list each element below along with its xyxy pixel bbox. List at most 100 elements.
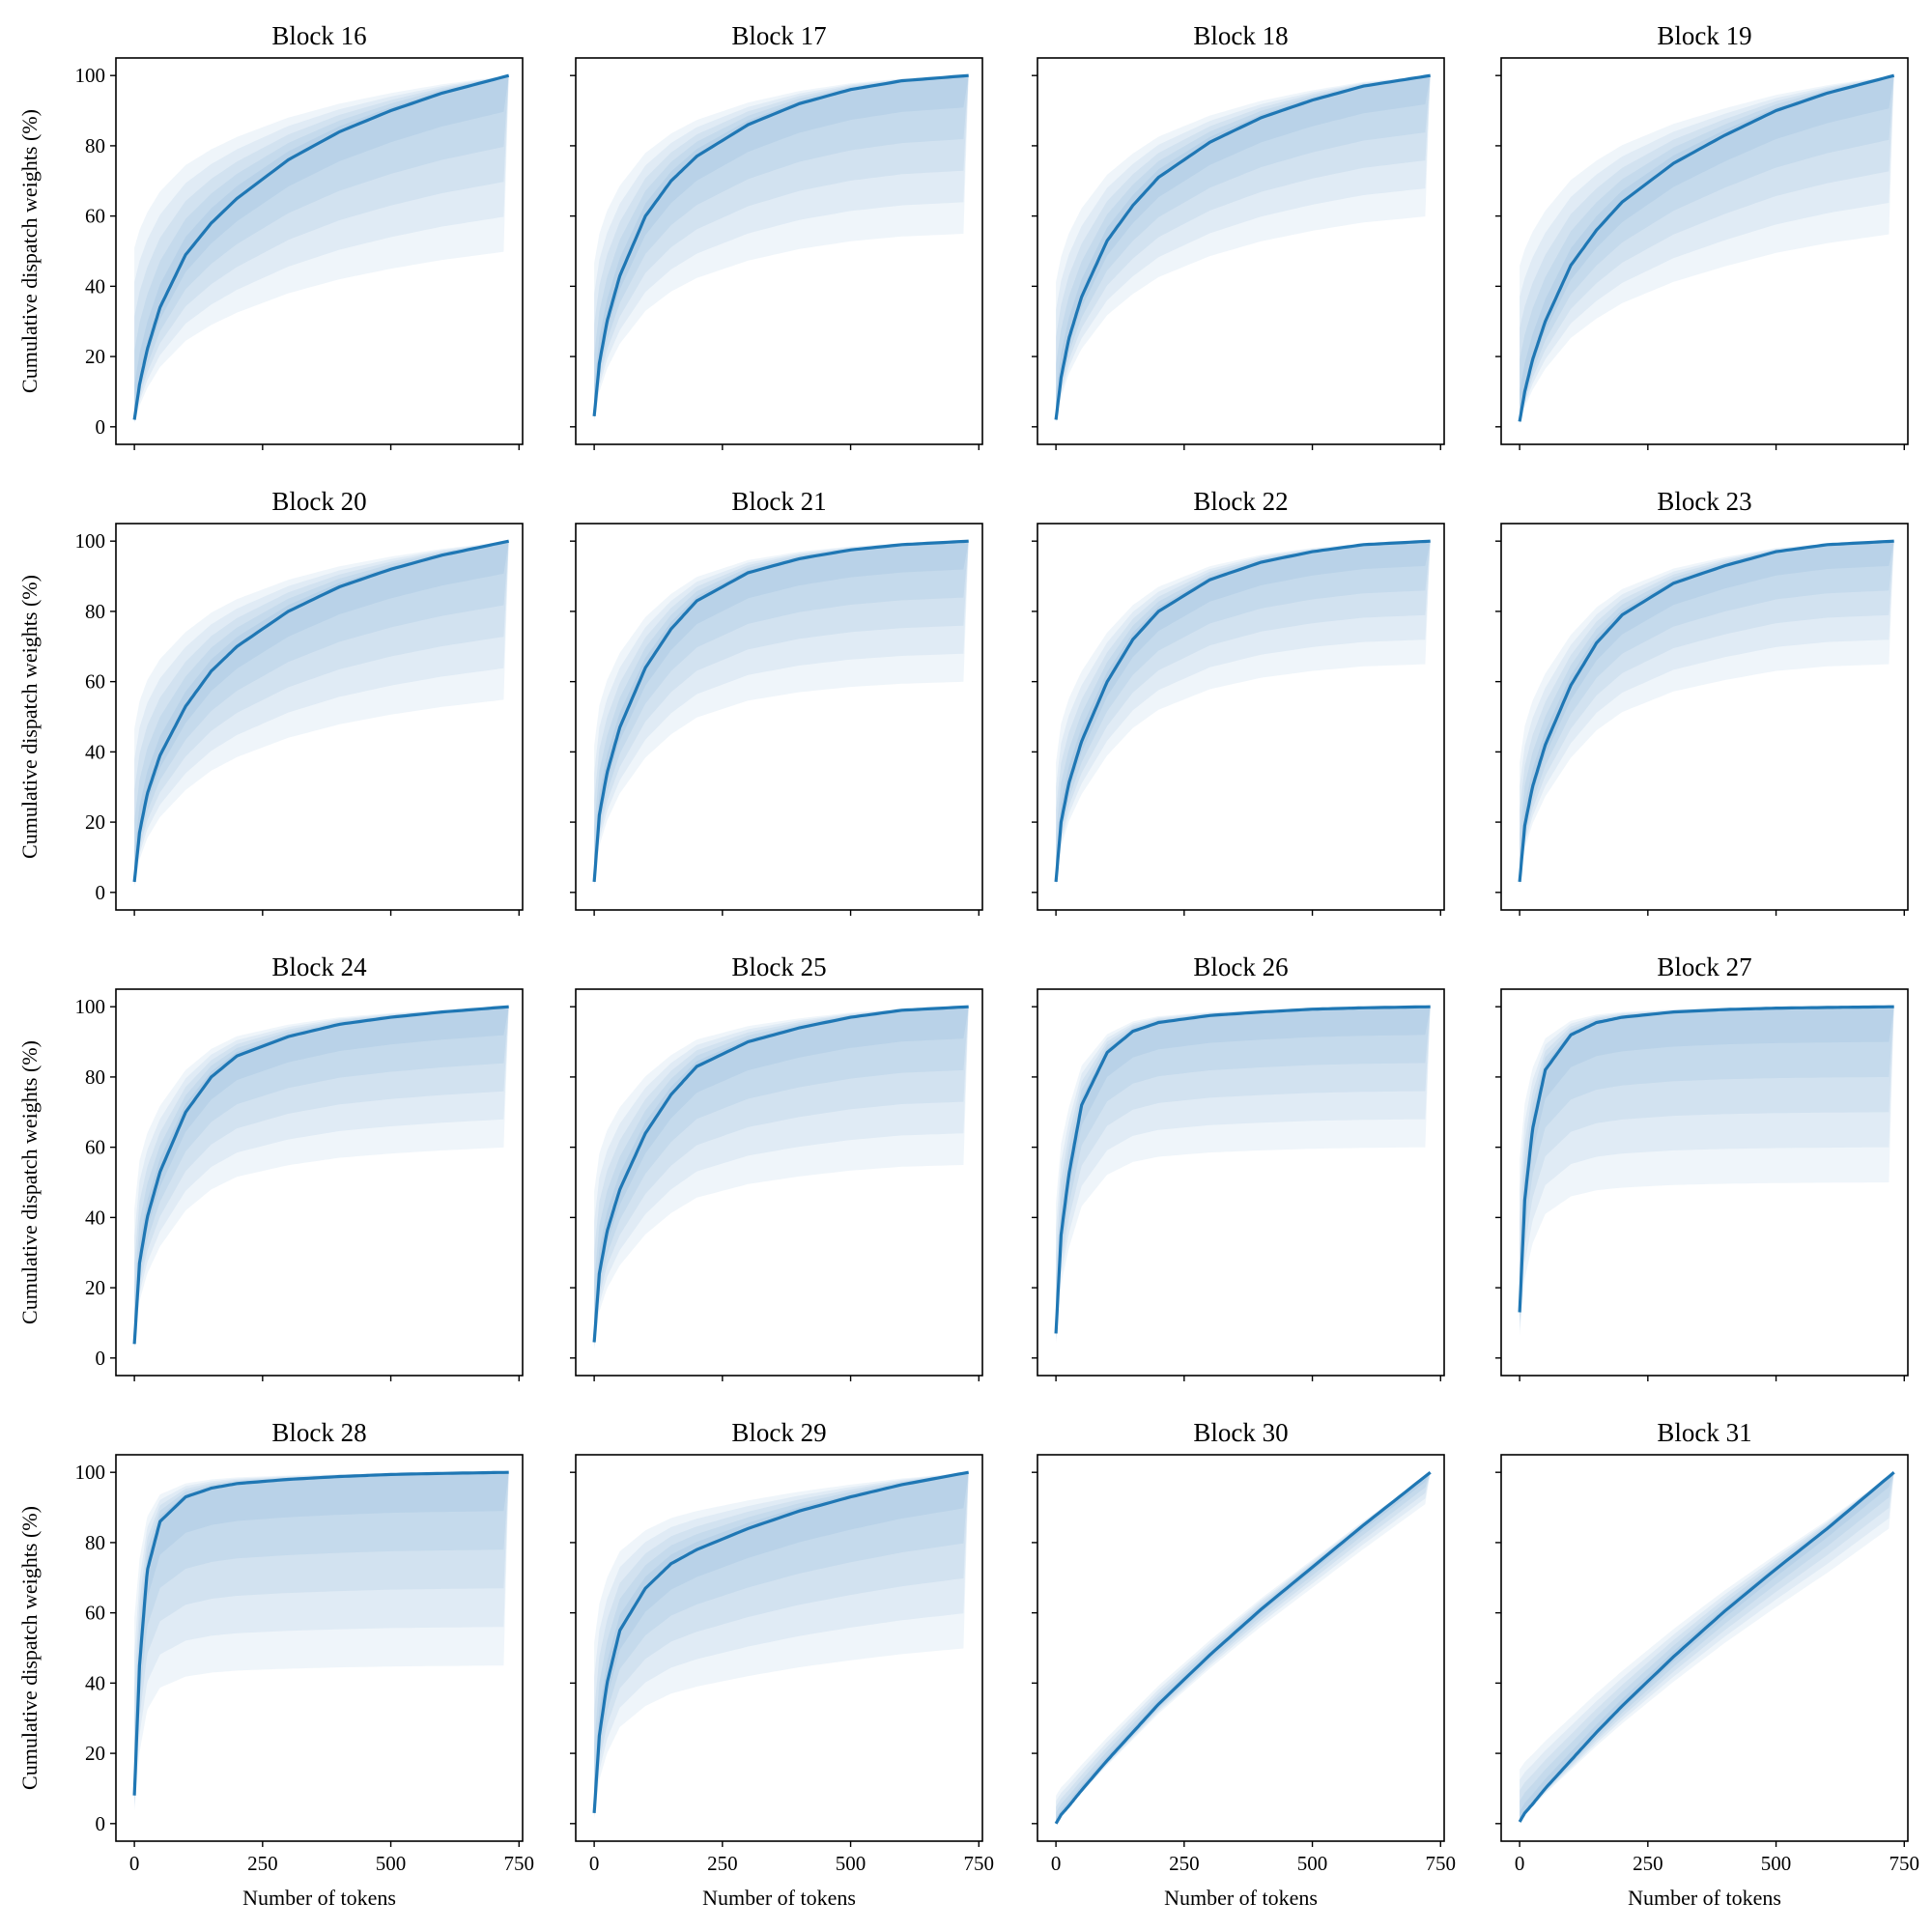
- median-line: [132, 539, 510, 883]
- quantile-band: [1056, 1007, 1431, 1340]
- quantile-band: [594, 1472, 969, 1818]
- median-line: [1054, 539, 1431, 883]
- quantile-band: [1056, 1007, 1431, 1342]
- median-line: [132, 1470, 509, 1796]
- subplot-title: Block 26: [1193, 952, 1288, 981]
- x-axis-label: Number of tokens: [1164, 1886, 1318, 1910]
- quantile-band: [1056, 1472, 1431, 1824]
- quantile-band: [1056, 1472, 1431, 1824]
- median-line: [1054, 1005, 1431, 1334]
- subplot-block-27: Block 27: [1495, 952, 1909, 1381]
- x-tick-label: 500: [376, 1852, 407, 1875]
- median-line: [1518, 539, 1894, 883]
- axes-frame: [115, 988, 524, 1377]
- quantile-band: [594, 1007, 969, 1344]
- axes-frame: [1037, 1454, 1445, 1842]
- quantile-band: [134, 541, 509, 883]
- median-line: [592, 1470, 969, 1814]
- subplot-title: Block 31: [1657, 1418, 1751, 1447]
- quantile-band: [1520, 1007, 1894, 1326]
- median-line: [1518, 1470, 1895, 1823]
- y-tick-label: 100: [75, 1461, 106, 1484]
- quantile-band: [134, 75, 509, 424]
- subplot-block-28: Block 28 0 20 40 60 80 100 0 250 500 750 Number of …: [17, 1418, 534, 1910]
- y-tick-label: 80: [85, 600, 105, 623]
- quantile-band: [1520, 1472, 1894, 1823]
- x-tick-label: 0: [589, 1852, 600, 1875]
- quantile-band: [134, 1007, 509, 1348]
- subplot-title: Block 18: [1193, 21, 1288, 50]
- quantile-band: [594, 541, 969, 884]
- quantile-band: [1520, 1007, 1894, 1321]
- quantile-band: [594, 1007, 969, 1346]
- y-axis-label: Cumulative dispatch weights (%): [17, 1040, 42, 1324]
- quantile-band: [594, 1007, 969, 1349]
- quantile-band: [134, 541, 509, 884]
- quantile-band: [1056, 1472, 1431, 1824]
- quantile-band: [594, 75, 969, 420]
- axes-frame: [575, 988, 983, 1377]
- x-tick-label: 750: [1426, 1852, 1457, 1875]
- quantile-band: [594, 1472, 969, 1816]
- y-tick-label: 80: [85, 134, 105, 157]
- subplot-block-19: Block 19: [1495, 21, 1909, 450]
- x-axis-label: Number of tokens: [242, 1886, 396, 1910]
- subplot-block-20: Block 20 0 20 40 60 80 100 Cumulative dispatch …: [17, 487, 524, 916]
- subplot-title: Block 29: [731, 1418, 826, 1447]
- quantile-band: [1520, 541, 1894, 886]
- y-tick-label: 60: [85, 1136, 105, 1159]
- axes-frame: [1037, 57, 1445, 445]
- quantile-band: [1520, 75, 1894, 423]
- subplot-block-26: Block 26: [1032, 952, 1445, 1381]
- x-axis-label: Number of tokens: [702, 1886, 856, 1910]
- x-tick-label: 0: [1515, 1852, 1525, 1875]
- axes-frame: [1037, 523, 1445, 911]
- quantile-band: [594, 541, 969, 883]
- quantile-band: [594, 541, 969, 886]
- x-tick-label: 0: [129, 1852, 140, 1875]
- quantile-band: [1056, 541, 1431, 885]
- x-tick-label: 500: [836, 1852, 867, 1875]
- subplot-block-24: Block 24 0 20 40 60 80 100 Cumulative dispatch …: [17, 952, 524, 1381]
- x-tick-label: 250: [247, 1852, 278, 1875]
- quantile-band: [594, 75, 969, 418]
- quantile-band: [134, 1472, 509, 1799]
- y-axis-label: Cumulative dispatch weights (%): [17, 109, 42, 393]
- subplot-title: Block 19: [1657, 21, 1751, 50]
- axes-frame: [1500, 523, 1909, 911]
- quantile-band: [134, 1007, 509, 1347]
- quantile-band: [1056, 75, 1431, 422]
- subplot-block-16: Block 16 0 20 40 60 80 100 Cumulative dispatch …: [17, 21, 524, 450]
- median-line: [132, 73, 510, 420]
- y-tick-label: 40: [85, 1671, 105, 1694]
- quantile-band: [1520, 1472, 1894, 1823]
- quantile-band: [134, 75, 509, 421]
- quantile-band: [1056, 541, 1431, 883]
- subplot-block-18: Block 18: [1032, 21, 1445, 450]
- x-tick-label: 250: [1633, 1852, 1663, 1875]
- quantile-band: [134, 541, 509, 885]
- subplot-title: Block 24: [271, 952, 367, 981]
- y-tick-label: 80: [85, 1065, 105, 1089]
- quantile-band: [594, 1007, 969, 1347]
- quantile-band: [1056, 75, 1431, 423]
- axes-frame: [1037, 988, 1445, 1377]
- axes-frame: [575, 523, 983, 911]
- subplot-title: Block 16: [271, 21, 366, 50]
- quantile-band: [594, 541, 969, 885]
- y-axis-label: Cumulative dispatch weights (%): [17, 575, 42, 859]
- quantile-band: [1056, 1007, 1431, 1338]
- axes-frame: [575, 1454, 983, 1842]
- quantile-band: [594, 75, 969, 417]
- subplot-title: Block 23: [1657, 487, 1751, 516]
- median-line: [592, 1005, 969, 1343]
- median-line: [1054, 1470, 1432, 1825]
- y-tick-label: 100: [75, 995, 106, 1018]
- quantile-band: [1520, 1007, 1894, 1331]
- subplot-block-23: Block 23: [1495, 487, 1909, 916]
- x-tick-label: 250: [1169, 1852, 1200, 1875]
- median-line: [592, 73, 969, 417]
- quantile-band: [594, 1472, 969, 1814]
- y-tick-label: 40: [85, 740, 105, 763]
- median-line: [132, 1005, 509, 1345]
